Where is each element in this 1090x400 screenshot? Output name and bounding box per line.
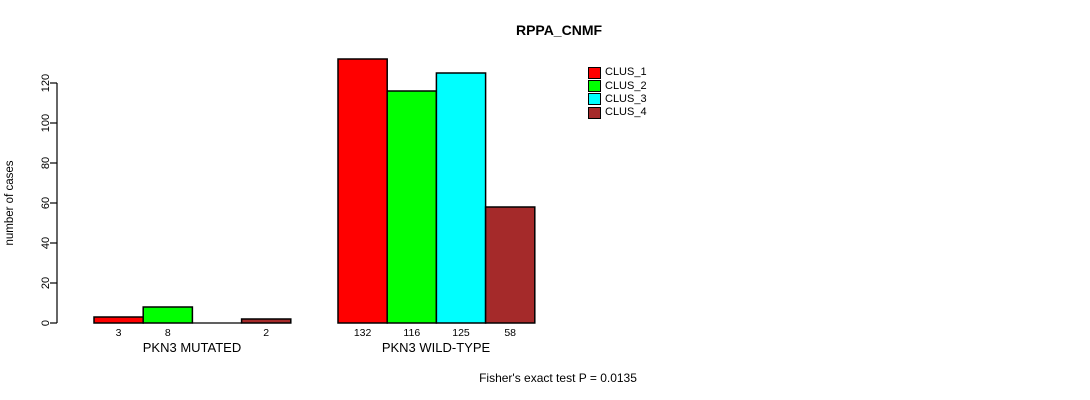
bars-group: 3 8 2 132 116 125 58 [93,58,536,339]
y-tick-label: 60 [40,197,52,209]
y-tick-label: 80 [40,157,52,169]
y-tick-label: 40 [40,237,52,249]
bar-value-label: 8 [165,327,171,339]
legend-swatch-clus_3 [588,93,601,106]
bar-clus_1-group1 [93,316,144,324]
y-tick-label: 100 [40,114,52,132]
bar-value-label: 58 [504,327,516,339]
legend-item-clus_3: CLUS_3 [588,93,647,106]
bar-clus_1-group2 [337,58,388,324]
chart-title: RPPA_CNMF [516,22,603,38]
legend-label: CLUS_3 [605,92,647,105]
bar-value-label: 116 [403,327,420,339]
bar-value-label: 132 [354,327,372,339]
y-axis: 0 20 40 60 80 100 120 [40,74,58,326]
y-tick-label: 120 [40,74,52,92]
legend: CLUS_1 CLUS_2 CLUS_3 CLUS_4 [588,66,647,120]
legend-swatch-clus_1 [588,66,601,79]
bar-value-label: 2 [263,327,269,339]
legend-label: CLUS_1 [605,66,647,79]
bar-clus_3-group2 [435,72,487,324]
y-tick-label: 20 [40,277,52,289]
bar-clus_4-group2 [484,206,536,324]
legend-label: CLUS_2 [605,79,647,92]
fisher-test-annotation: Fisher's exact test P = 0.0135 [479,371,637,385]
bar-value-label: 125 [452,327,470,339]
bar-clus_2-group2 [386,90,438,324]
legend-item-clus_4: CLUS_4 [588,106,647,119]
bar-clus_4-group1 [240,318,292,324]
group-label-pkn3-wild-type: PKN3 WILD-TYPE [382,340,491,355]
y-tick-label: 0 [40,320,52,326]
bar-clus_2-group1 [142,306,194,324]
bar-value-label: 3 [116,327,122,339]
legend-item-clus_1: CLUS_1 [588,66,647,79]
group-label-pkn3-mutated: PKN3 MUTATED [143,340,241,355]
legend-label: CLUS_4 [605,106,647,119]
legend-item-clus_2: CLUS_2 [588,79,647,93]
legend-swatch-clus_2 [588,80,601,93]
y-axis-label: number of cases [4,160,16,245]
legend-swatch-clus_4 [588,106,601,119]
